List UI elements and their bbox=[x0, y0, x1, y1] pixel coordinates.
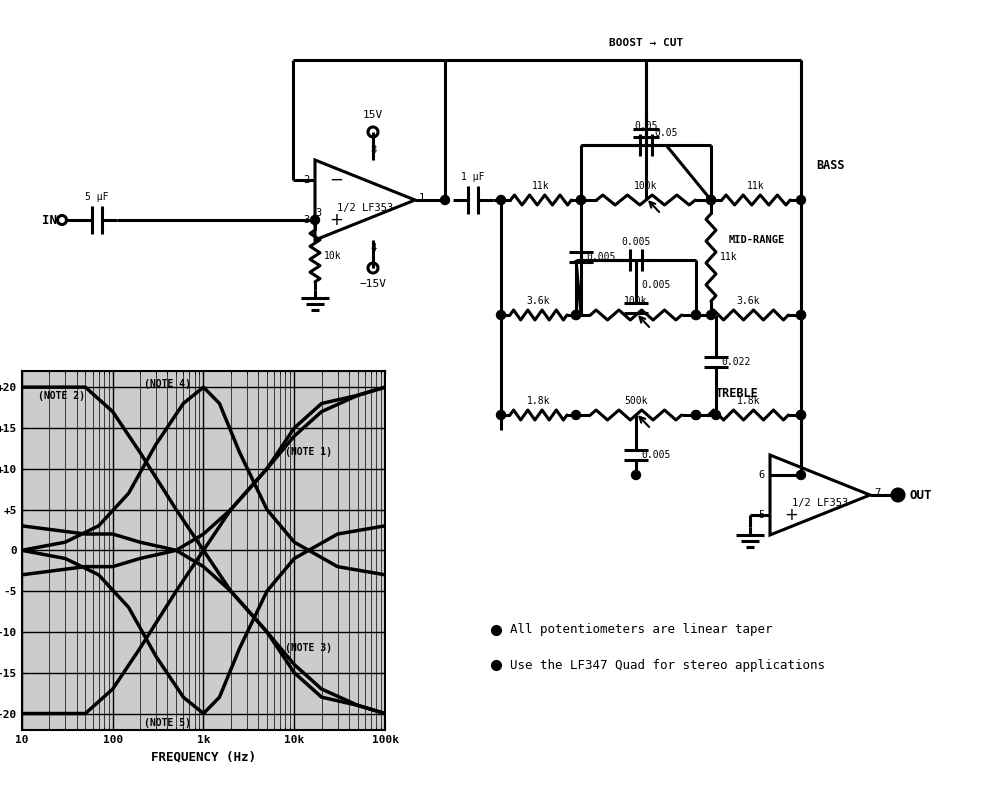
Circle shape bbox=[691, 410, 700, 420]
Circle shape bbox=[691, 311, 700, 320]
Circle shape bbox=[796, 311, 805, 320]
Text: (NOTE 3): (NOTE 3) bbox=[285, 643, 332, 653]
Text: OUT: OUT bbox=[910, 488, 931, 502]
Text: 10k: 10k bbox=[324, 251, 341, 261]
Text: 1.8k: 1.8k bbox=[736, 396, 759, 406]
Text: (NOTE 5): (NOTE 5) bbox=[144, 717, 191, 727]
Circle shape bbox=[571, 410, 580, 420]
Text: −15V: −15V bbox=[359, 279, 386, 289]
Text: BOOST → CUT: BOOST → CUT bbox=[608, 38, 683, 48]
Circle shape bbox=[691, 410, 700, 420]
Circle shape bbox=[893, 491, 902, 499]
Text: 0.05: 0.05 bbox=[653, 128, 677, 138]
Text: 11k: 11k bbox=[720, 252, 737, 263]
Text: 3: 3 bbox=[303, 215, 310, 225]
X-axis label: FREQUENCY (Hz): FREQUENCY (Hz) bbox=[151, 750, 255, 763]
Text: 3.6k: 3.6k bbox=[736, 296, 759, 306]
Circle shape bbox=[440, 196, 449, 204]
Text: 1/2 LF353: 1/2 LF353 bbox=[337, 203, 393, 213]
Text: 500k: 500k bbox=[623, 396, 647, 406]
Circle shape bbox=[796, 311, 805, 320]
Text: 11k: 11k bbox=[532, 181, 550, 191]
Circle shape bbox=[571, 311, 580, 320]
Circle shape bbox=[496, 311, 505, 320]
Text: 8: 8 bbox=[370, 145, 376, 155]
Text: All potentiometers are linear taper: All potentiometers are linear taper bbox=[510, 623, 771, 637]
Circle shape bbox=[496, 196, 505, 204]
Text: TREBLE: TREBLE bbox=[716, 387, 758, 399]
Text: (NOTE 1): (NOTE 1) bbox=[285, 447, 332, 458]
Circle shape bbox=[796, 470, 805, 480]
Circle shape bbox=[706, 196, 715, 204]
Text: 5 μF: 5 μF bbox=[85, 192, 108, 202]
Text: 15V: 15V bbox=[363, 110, 383, 120]
Text: Use the LF347 Quad for stereo applications: Use the LF347 Quad for stereo applicatio… bbox=[510, 659, 824, 671]
Text: 1/2 LF353: 1/2 LF353 bbox=[791, 498, 847, 508]
Circle shape bbox=[706, 311, 715, 320]
Text: (NOTE 2): (NOTE 2) bbox=[38, 391, 84, 402]
Circle shape bbox=[796, 410, 805, 420]
Circle shape bbox=[576, 196, 584, 204]
Text: 0.005: 0.005 bbox=[585, 252, 614, 262]
Text: 100k: 100k bbox=[633, 181, 657, 191]
Circle shape bbox=[631, 470, 640, 480]
Text: 0.005: 0.005 bbox=[640, 280, 670, 290]
Text: (NOTE 4): (NOTE 4) bbox=[144, 379, 191, 389]
Text: 100k: 100k bbox=[623, 296, 647, 306]
Text: 6: 6 bbox=[758, 470, 764, 480]
Text: 0.05: 0.05 bbox=[633, 121, 657, 131]
Circle shape bbox=[706, 196, 715, 204]
Text: 5: 5 bbox=[758, 510, 764, 520]
Text: 4: 4 bbox=[370, 243, 376, 253]
Circle shape bbox=[496, 410, 505, 420]
Circle shape bbox=[571, 311, 580, 320]
Text: 3.6k: 3.6k bbox=[526, 296, 550, 306]
Text: 1.8k: 1.8k bbox=[526, 396, 550, 406]
Text: +: + bbox=[783, 506, 797, 524]
Circle shape bbox=[310, 215, 319, 225]
Circle shape bbox=[796, 196, 805, 204]
Text: −: − bbox=[329, 171, 343, 189]
Text: IN: IN bbox=[42, 214, 57, 226]
Circle shape bbox=[796, 410, 805, 420]
Text: MID-RANGE: MID-RANGE bbox=[729, 234, 784, 245]
Text: 1: 1 bbox=[418, 193, 424, 203]
Text: −: − bbox=[783, 466, 797, 484]
Text: 0.005: 0.005 bbox=[640, 450, 670, 460]
Text: +: + bbox=[329, 211, 343, 229]
Text: 0.022: 0.022 bbox=[721, 357, 749, 367]
Text: BASS: BASS bbox=[815, 159, 844, 171]
Text: 1 μF: 1 μF bbox=[461, 172, 484, 182]
Text: 2: 2 bbox=[303, 175, 310, 185]
Text: 11k: 11k bbox=[746, 181, 764, 191]
Circle shape bbox=[576, 196, 584, 204]
Text: 7: 7 bbox=[873, 488, 880, 498]
Text: 0.005: 0.005 bbox=[620, 237, 650, 247]
Text: 3: 3 bbox=[315, 208, 321, 218]
Circle shape bbox=[691, 311, 700, 320]
Circle shape bbox=[711, 410, 720, 420]
